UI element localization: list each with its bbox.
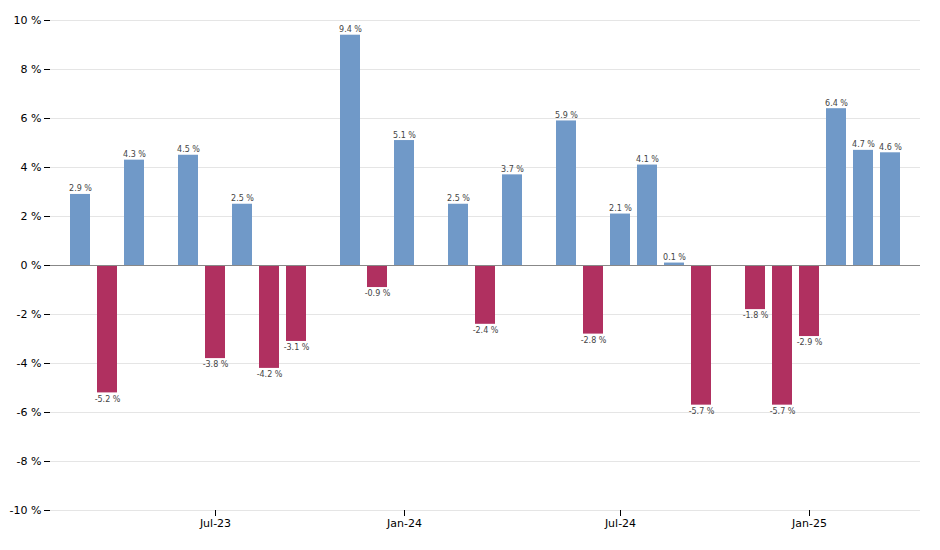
svg-text:-10 %: -10 % — [10, 504, 42, 517]
svg-text:2.5 %: 2.5 % — [231, 194, 254, 203]
svg-text:-2.9 %: -2.9 % — [797, 338, 823, 347]
svg-text:2.9 %: 2.9 % — [69, 184, 92, 193]
svg-text:10 %: 10 % — [14, 14, 42, 27]
svg-text:-8 %: -8 % — [17, 455, 42, 468]
svg-text:Jul-23: Jul-23 — [199, 517, 231, 530]
svg-text:4.6 %: 4.6 % — [879, 143, 902, 152]
svg-text:2 %: 2 % — [21, 210, 42, 223]
svg-text:9.4 %: 9.4 % — [339, 25, 362, 34]
svg-text:5.1 %: 5.1 % — [393, 131, 416, 140]
svg-text:3.7 %: 3.7 % — [501, 165, 524, 174]
svg-text:8 %: 8 % — [21, 63, 42, 76]
svg-text:6.4 %: 6.4 % — [825, 99, 848, 108]
svg-text:-5.7 %: -5.7 % — [770, 407, 796, 416]
svg-text:2.5 %: 2.5 % — [447, 194, 470, 203]
svg-text:4.1 %: 4.1 % — [636, 155, 659, 164]
svg-text:Jan-24: Jan-24 — [386, 517, 422, 530]
svg-text:4 %: 4 % — [21, 161, 42, 174]
svg-text:Jul-24: Jul-24 — [604, 517, 636, 530]
svg-text:-2.4 %: -2.4 % — [473, 326, 499, 335]
svg-text:0 %: 0 % — [21, 259, 42, 272]
svg-text:-5.7 %: -5.7 % — [689, 407, 715, 416]
svg-text:-2.8 %: -2.8 % — [581, 336, 607, 345]
svg-text:-6 %: -6 % — [17, 406, 42, 419]
svg-text:-4.2 %: -4.2 % — [257, 370, 283, 379]
svg-text:4.7 %: 4.7 % — [852, 140, 875, 149]
svg-text:0.1 %: 0.1 % — [663, 253, 686, 262]
svg-text:5.9 %: 5.9 % — [555, 111, 578, 120]
svg-text:Jan-25: Jan-25 — [791, 517, 827, 530]
svg-text:-4 %: -4 % — [17, 357, 42, 370]
svg-text:2.1 %: 2.1 % — [609, 204, 632, 213]
svg-text:-3.8 %: -3.8 % — [203, 360, 229, 369]
svg-text:-3.1 %: -3.1 % — [284, 343, 310, 352]
svg-text:-0.9 %: -0.9 % — [365, 289, 391, 298]
svg-text:-1.8 %: -1.8 % — [743, 311, 769, 320]
svg-text:4.3 %: 4.3 % — [123, 150, 146, 159]
svg-text:-2 %: -2 % — [17, 308, 42, 321]
svg-text:4.5 %: 4.5 % — [177, 145, 200, 154]
svg-text:-5.2 %: -5.2 % — [95, 395, 121, 404]
svg-text:6 %: 6 % — [21, 112, 42, 125]
